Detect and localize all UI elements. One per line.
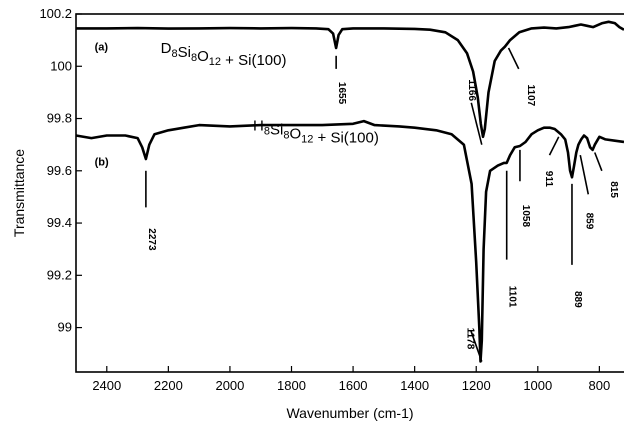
peak-label-2273: 2273 (146, 228, 157, 251)
peak-annotations: 1655 1166 1107 2273 1178 1101 1058 911 889 859 815 (145, 47, 619, 362)
peak-label-1107: 1107 (525, 85, 536, 107)
x-tick-label-6: 1200 (462, 378, 491, 393)
peak-label-1101: 1101 (507, 286, 518, 308)
x-tick-label-5: 1400 (400, 378, 429, 393)
peak-label-1166: 1166 (466, 79, 477, 101)
peak-label-1655: 1655 (336, 82, 347, 105)
panel-label-0: (a) (95, 42, 109, 54)
y-tick-label-5: 100 (50, 58, 72, 73)
panel-label-1: (b) (95, 157, 109, 169)
series-label-1: H8Si8O12 + Si(100) (253, 117, 379, 146)
x-tick-label-1: 2200 (154, 378, 183, 393)
peak-leader-2 (507, 47, 520, 70)
y-tick-label-1: 99.2 (47, 267, 72, 282)
axis-ticks: 2400 2200 2000 1800 1600 1400 1200 1000 800 99 99.… (39, 6, 610, 393)
peak-leader-7 (548, 136, 560, 156)
plot-frame (75, 13, 624, 373)
y-tick-label-4: 99.8 (47, 111, 72, 126)
x-tick-label-0: 2400 (92, 378, 121, 393)
series-labels: (a) D8Si8O12 + Si(100) (b) H8Si8O12 + Si(10… (95, 40, 379, 168)
peak-label-1178: 1178 (465, 328, 476, 350)
peak-leader-4 (469, 329, 483, 362)
x-tick-label-3: 1800 (277, 378, 306, 393)
y-tick-label-3: 99.6 (47, 163, 72, 178)
peak-label-889: 889 (572, 291, 583, 308)
x-tick-label-2: 2000 (215, 378, 244, 393)
x-axis-title: Wavenumber (cm-1) (286, 405, 413, 421)
series-label-0: D8Si8O12 + Si(100) (161, 40, 287, 69)
series-line-0 (76, 20, 624, 139)
peak-leader-10 (594, 152, 603, 172)
y-tick-label-2: 99.4 (47, 215, 72, 230)
peak-label-859: 859 (584, 213, 595, 230)
peak-label-1058: 1058 (520, 205, 531, 228)
series-lines (75, 20, 624, 363)
peak-label-815: 815 (608, 181, 619, 198)
peak-leader-9 (579, 154, 590, 195)
y-tick-label-6: 100.2 (39, 6, 72, 21)
x-tick-label-7: 1000 (523, 378, 552, 393)
peak-label-911: 911 (543, 171, 554, 188)
peak-leader-1 (470, 102, 483, 145)
x-tick-label-8: 800 (589, 378, 611, 393)
y-tick-label-0: 99 (58, 320, 72, 335)
x-tick-label-4: 1600 (339, 378, 368, 393)
series-line-1 (75, 119, 624, 363)
y-axis-title: Transmittance (11, 149, 27, 237)
